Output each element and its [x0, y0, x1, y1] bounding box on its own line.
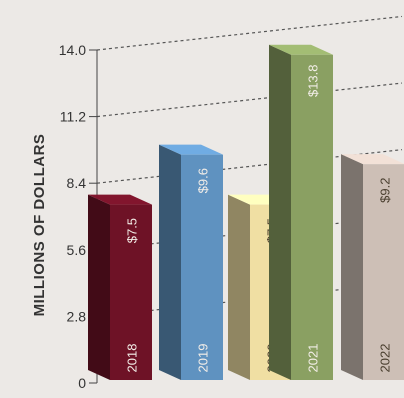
y-axis-label: MILLIONS OF DOLLARS — [31, 134, 48, 317]
category-label: 2019 — [195, 344, 210, 373]
y-tick-label: 14.0 — [59, 42, 86, 58]
y-axis: 0 2.8 5.6 8.4 11.2 14.0 — [59, 42, 98, 391]
bar-top — [159, 144, 223, 155]
y-tick-label: 0 — [78, 375, 86, 391]
bar-side — [228, 194, 250, 380]
y-tick-label: 11.2 — [60, 109, 86, 125]
value-label: $7.5 — [124, 218, 139, 243]
value-label: $9.6 — [195, 168, 210, 193]
bar-front — [363, 164, 404, 380]
y-tick-label: 8.4 — [67, 175, 87, 191]
category-label: 2018 — [124, 344, 139, 373]
bar-side — [341, 154, 363, 380]
bar-2018: $7.5 2018 — [88, 194, 152, 380]
bar-front — [291, 54, 333, 380]
bar-front — [181, 154, 223, 380]
bar-2019: $9.6 2019 — [159, 144, 223, 380]
bars: $7.52018$9.62019$7.52020$13.82021$9.2202… — [88, 44, 404, 380]
bar-side — [159, 144, 181, 380]
category-label: 2021 — [305, 344, 320, 373]
value-label: $13.8 — [305, 64, 320, 97]
y-tick-label: 5.6 — [67, 242, 87, 258]
bar-top — [269, 44, 333, 55]
bar-front — [110, 204, 152, 380]
bar-side — [269, 44, 291, 380]
value-label: $9.2 — [377, 178, 392, 203]
gridline — [96, 15, 403, 51]
bar-top — [341, 154, 404, 165]
category-label: 2022 — [377, 344, 392, 373]
bar-2021: $13.8 2021 — [269, 44, 333, 380]
bar-2022: $9.2 2022 — [341, 154, 404, 380]
gridline — [96, 82, 403, 118]
y-tick-label: 2.8 — [67, 308, 87, 324]
bar-top — [88, 194, 152, 205]
bar-side — [88, 194, 110, 380]
